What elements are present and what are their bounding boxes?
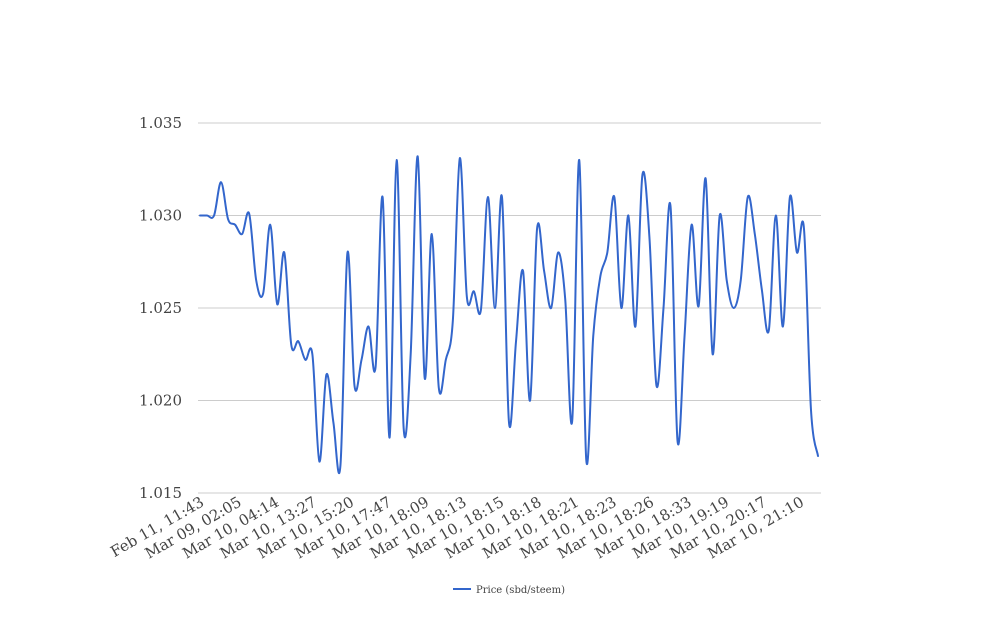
- gridlines: [198, 122, 821, 494]
- legend: Price (sbd/steem): [453, 585, 565, 596]
- series-line-price: [199, 155, 819, 475]
- y-tick-label: 1.035: [139, 114, 182, 132]
- y-tick-label: 1.030: [139, 207, 182, 225]
- y-tick-label: 1.025: [139, 299, 182, 317]
- series-lines: [199, 155, 819, 475]
- y-axis-ticks: 1.015 1.020 1.025 1.030 1.035: [139, 114, 182, 502]
- legend-label: Price (sbd/steem): [476, 585, 565, 596]
- y-tick-label: 1.015: [139, 484, 182, 502]
- y-tick-label: 1.020: [139, 392, 182, 410]
